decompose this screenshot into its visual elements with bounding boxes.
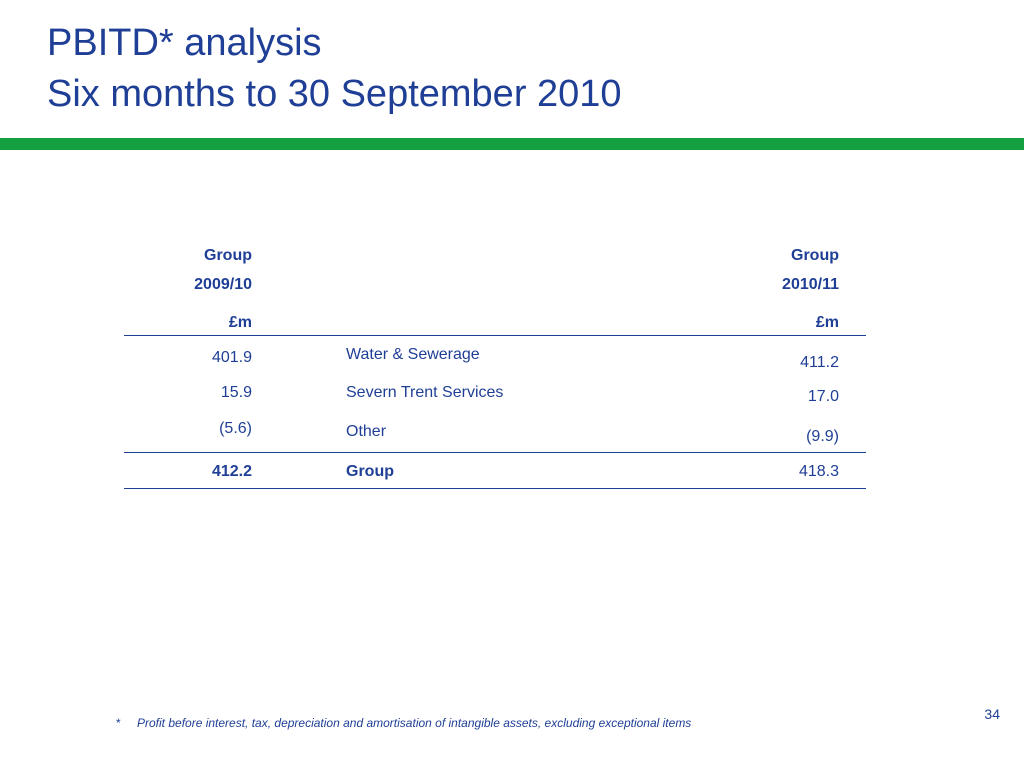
header-left-year: 2009/10 bbox=[194, 276, 252, 293]
total-right-value: 418.3 bbox=[798, 463, 839, 480]
total-rule-top bbox=[124, 452, 866, 453]
row-2-label: Severn Trent Services bbox=[346, 384, 504, 401]
footnote: * Profit before interest, tax, depreciati… bbox=[116, 716, 691, 730]
row-3-left-value: (5.6) bbox=[219, 420, 252, 437]
row-1-label: Water & Sewerage bbox=[346, 346, 480, 363]
row-3-right-value: (9.9) bbox=[806, 428, 839, 445]
page-number: 34 bbox=[984, 706, 1000, 722]
row-1-right-value: 411.2 bbox=[800, 354, 839, 371]
total-label: Group bbox=[346, 463, 394, 480]
row-2-left-value: 15.9 bbox=[220, 384, 252, 401]
footnote-text: Profit before interest, tax, depreciatio… bbox=[137, 716, 692, 730]
header-left-group: Group bbox=[204, 247, 252, 264]
slide-title: PBITD* analysis Six months to 30 Septemb… bbox=[47, 18, 622, 120]
header-right-year: 2010/11 bbox=[782, 276, 839, 293]
row-2-right-value: 17.0 bbox=[807, 388, 839, 405]
total-rule-bottom bbox=[124, 488, 866, 489]
header-left-unit: £m bbox=[228, 314, 252, 331]
total-left-value: 412.2 bbox=[211, 463, 252, 480]
title-line-2: Six months to 30 September 2010 bbox=[47, 73, 622, 115]
title-line-1: PBITD* analysis bbox=[47, 22, 322, 64]
footnote-marker: * bbox=[116, 716, 121, 730]
row-1-left-value: 401.9 bbox=[211, 349, 252, 366]
header-rule bbox=[124, 335, 866, 336]
title-divider-bar bbox=[0, 138, 1024, 150]
header-right-group: Group bbox=[791, 247, 839, 264]
row-3-label: Other bbox=[346, 423, 387, 440]
header-right-unit: £m bbox=[815, 314, 839, 331]
